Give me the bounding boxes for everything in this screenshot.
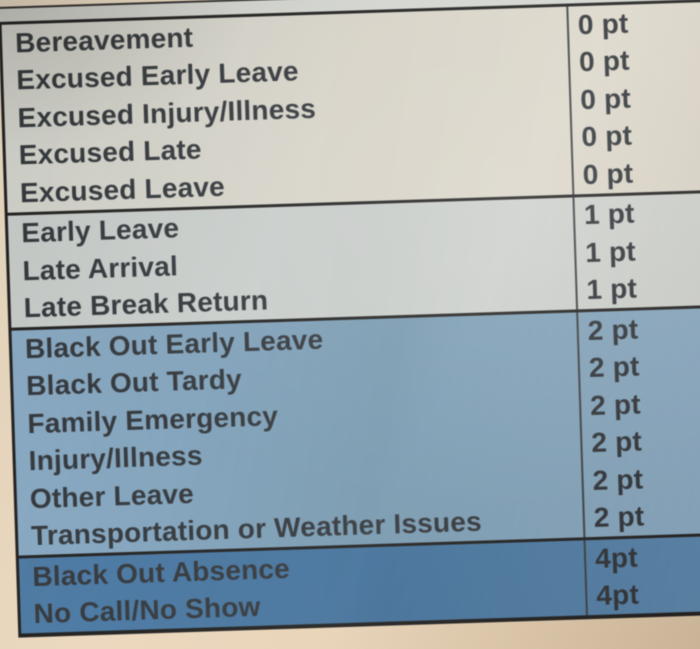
points-value: 2 pt xyxy=(579,420,700,463)
points-value: 4pt xyxy=(584,573,700,616)
section-zero-point-group: Bereavement 0 pt Excused Early Leave 0 p… xyxy=(1,2,700,213)
points-value: 2 pt xyxy=(578,382,700,425)
points-value: 1 pt xyxy=(572,192,700,235)
points-value: 0 pt xyxy=(567,39,700,82)
points-value: 2 pt xyxy=(576,308,700,350)
points-value: 2 pt xyxy=(582,495,700,538)
points-value: 2 pt xyxy=(577,345,700,388)
points-value: 2 pt xyxy=(581,457,700,500)
points-value: 0 pt xyxy=(571,152,700,195)
section-two-point-group: Black Out Early Leave 2 pt Black Out Tar… xyxy=(11,305,700,556)
points-value: 0 pt xyxy=(566,2,700,45)
points-value: 1 pt xyxy=(573,230,700,272)
section-one-point-group: Early Leave 1 pt Late Arrival 1 pt Late … xyxy=(7,189,700,328)
points-value: 4pt xyxy=(583,535,700,578)
points-value: 0 pt xyxy=(568,77,700,120)
points-value: 1 pt xyxy=(574,267,700,310)
points-value: 0 pt xyxy=(569,114,700,157)
